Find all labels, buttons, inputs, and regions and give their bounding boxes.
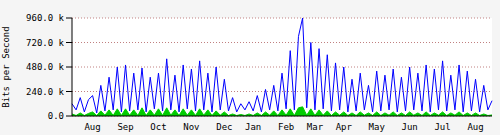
svg-text:720.0 k: 720.0 k [26, 38, 65, 48]
svg-text:Apr: Apr [336, 122, 353, 132]
svg-text:Oct: Oct [150, 122, 166, 132]
svg-text:Jun: Jun [402, 122, 418, 132]
svg-text:480.0 k: 480.0 k [26, 62, 65, 72]
svg-text:Nov: Nov [183, 122, 199, 132]
svg-text:Jul: Jul [434, 122, 450, 132]
svg-text:May: May [369, 122, 386, 132]
svg-text:Aug: Aug [467, 122, 483, 132]
svg-text:Feb: Feb [278, 122, 294, 132]
svg-text:Mar: Mar [307, 122, 324, 132]
svg-text:Jan: Jan [245, 122, 261, 132]
svg-text:0.0: 0.0 [48, 111, 64, 121]
svg-text:Bits per Second: Bits per Second [8, 26, 11, 107]
svg-text:Dec: Dec [216, 122, 232, 132]
svg-text:Sep: Sep [117, 122, 133, 132]
svg-text:Aug: Aug [84, 122, 100, 132]
svg-text:960.0 k: 960.0 k [26, 13, 65, 23]
svg-text:240.0 k: 240.0 k [26, 87, 65, 97]
